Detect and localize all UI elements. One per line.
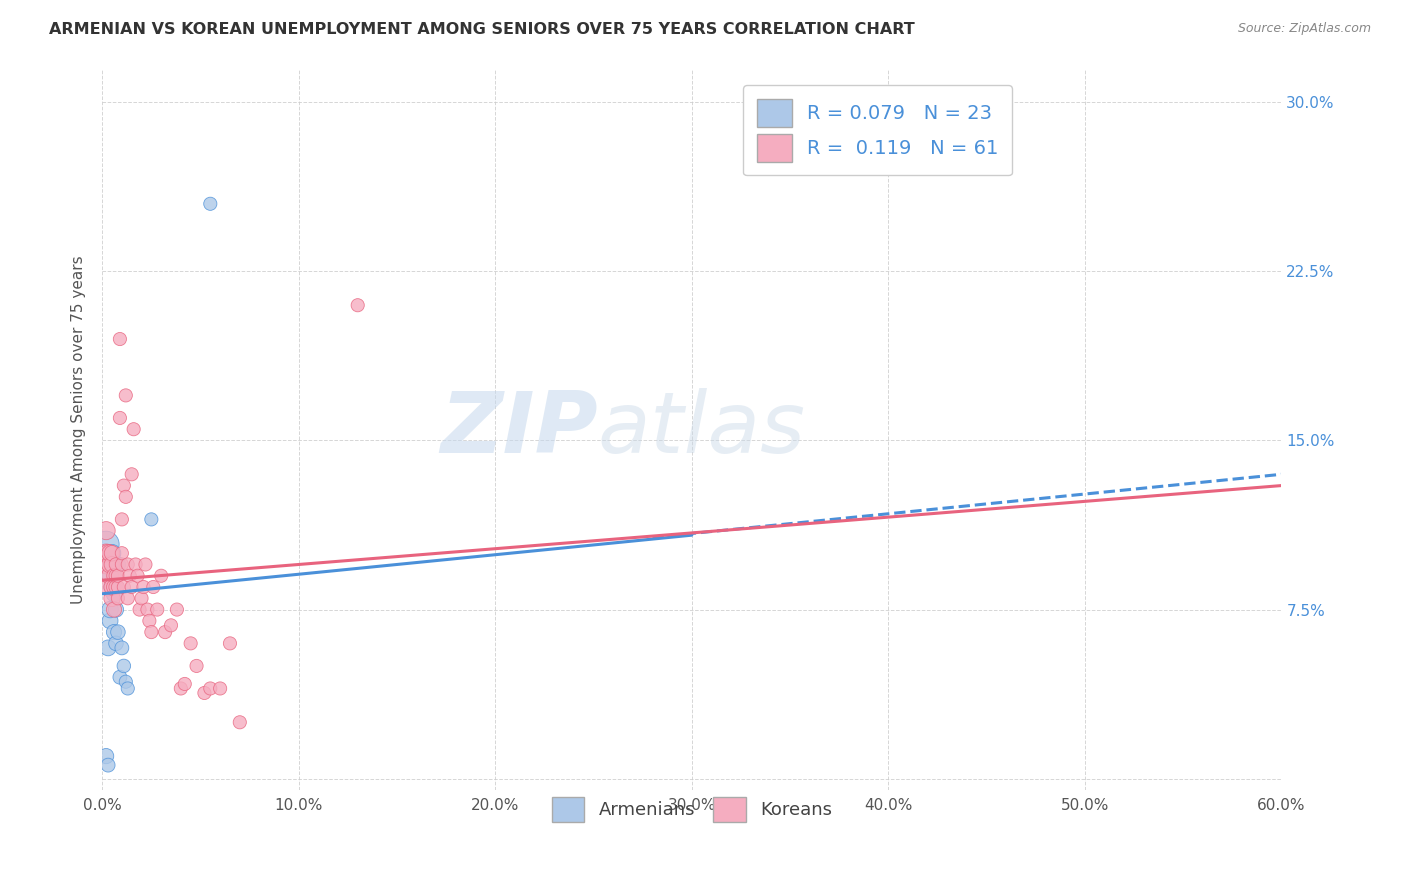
- Point: [114, 490, 136, 504]
- Point: [101, 580, 124, 594]
- Point: [104, 580, 127, 594]
- Point: [94, 546, 117, 560]
- Point: [122, 422, 145, 436]
- Point: [166, 602, 188, 616]
- Point: [101, 546, 124, 560]
- Point: [200, 196, 222, 211]
- Point: [101, 591, 124, 606]
- Point: [136, 602, 159, 616]
- Point: [98, 568, 121, 582]
- Point: [142, 580, 165, 594]
- Text: ZIP: ZIP: [440, 388, 598, 471]
- Point: [101, 580, 124, 594]
- Legend: Armenians, Koreans: Armenians, Koreans: [538, 784, 845, 835]
- Point: [229, 715, 252, 730]
- Text: ARMENIAN VS KOREAN UNEMPLOYMENT AMONG SENIORS OVER 75 YEARS CORRELATION CHART: ARMENIAN VS KOREAN UNEMPLOYMENT AMONG SE…: [49, 22, 915, 37]
- Point: [97, 580, 120, 594]
- Point: [111, 546, 134, 560]
- Point: [173, 677, 195, 691]
- Point: [128, 602, 150, 616]
- Point: [97, 640, 120, 655]
- Point: [219, 636, 242, 650]
- Point: [94, 749, 117, 764]
- Point: [98, 558, 121, 572]
- Point: [103, 587, 125, 601]
- Point: [112, 580, 135, 594]
- Point: [111, 512, 134, 526]
- Point: [138, 614, 160, 628]
- Point: [114, 674, 136, 689]
- Point: [127, 568, 149, 582]
- Point: [112, 478, 135, 492]
- Point: [107, 625, 129, 640]
- Point: [150, 568, 173, 582]
- Point: [94, 537, 117, 551]
- Point: [134, 558, 156, 572]
- Point: [209, 681, 232, 696]
- Point: [98, 614, 121, 628]
- Point: [103, 625, 125, 640]
- Point: [112, 659, 135, 673]
- Point: [97, 546, 120, 560]
- Point: [108, 332, 131, 346]
- Point: [346, 298, 368, 312]
- Point: [118, 568, 141, 582]
- Point: [107, 558, 129, 572]
- Point: [104, 636, 127, 650]
- Point: [131, 591, 153, 606]
- Point: [98, 602, 121, 616]
- Point: [103, 568, 125, 582]
- Point: [141, 512, 163, 526]
- Point: [103, 602, 125, 616]
- Point: [146, 602, 169, 616]
- Point: [117, 558, 139, 572]
- Point: [200, 681, 222, 696]
- Point: [103, 580, 125, 594]
- Point: [101, 558, 124, 572]
- Point: [160, 618, 183, 632]
- Point: [121, 467, 143, 482]
- Point: [111, 558, 134, 572]
- Point: [94, 558, 117, 572]
- Point: [186, 659, 208, 673]
- Point: [121, 580, 143, 594]
- Point: [98, 568, 121, 582]
- Point: [124, 558, 146, 572]
- Point: [107, 580, 129, 594]
- Text: Source: ZipAtlas.com: Source: ZipAtlas.com: [1237, 22, 1371, 36]
- Point: [97, 758, 120, 772]
- Text: atlas: atlas: [598, 388, 806, 471]
- Point: [170, 681, 193, 696]
- Point: [108, 411, 131, 425]
- Point: [108, 670, 131, 684]
- Point: [107, 568, 129, 582]
- Point: [104, 558, 127, 572]
- Point: [104, 602, 127, 616]
- Point: [101, 546, 124, 560]
- Point: [153, 625, 176, 640]
- Point: [98, 546, 121, 560]
- Y-axis label: Unemployment Among Seniors over 75 years: Unemployment Among Seniors over 75 years: [72, 255, 86, 604]
- Point: [104, 568, 127, 582]
- Point: [107, 591, 129, 606]
- Point: [111, 640, 134, 655]
- Point: [117, 681, 139, 696]
- Point: [114, 388, 136, 402]
- Point: [94, 524, 117, 538]
- Point: [180, 636, 202, 650]
- Point: [117, 591, 139, 606]
- Point: [141, 625, 163, 640]
- Point: [132, 580, 155, 594]
- Point: [101, 558, 124, 572]
- Point: [193, 686, 215, 700]
